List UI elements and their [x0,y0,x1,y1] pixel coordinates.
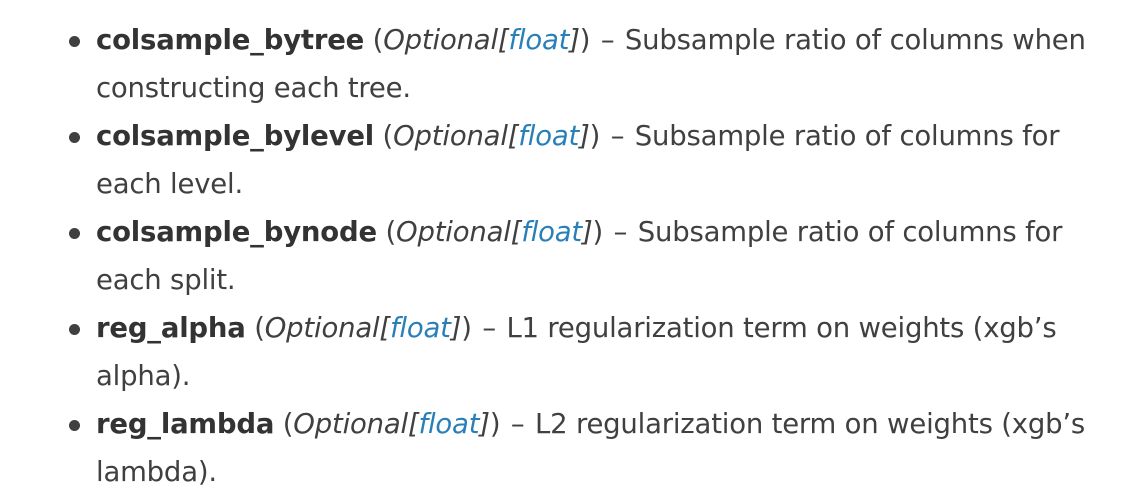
param-optional-type: Optional [293,408,408,440]
param-name: reg_alpha [96,312,246,344]
bullet-icon [69,132,80,143]
param-optional-type: Optional [393,120,508,152]
separator-dash: – [610,120,625,152]
param-colsample-bylevel: colsample_bylevel (Optional[float]) – Su… [69,112,1132,208]
param-colsample-bynode: colsample_bynode (Optional[float]) – Sub… [69,208,1132,304]
bullet-icon [69,324,80,335]
float-type-link[interactable]: float [521,216,582,248]
float-type-link[interactable]: float [389,312,451,344]
bullet-icon [69,228,80,239]
param-description: Subsample ratio of columns when construc… [96,24,1086,104]
param-name: reg_lambda [96,408,275,440]
param-colsample-bytree: colsample_bytree (Optional[float]) – Sub… [69,16,1132,112]
param-optional-type: Optional [264,312,380,344]
param-reg-alpha: reg_alpha (Optional[float]) – L1 regular… [69,304,1132,400]
param-optional-type: Optional [396,216,511,248]
param-name: colsample_bytree [96,24,365,56]
separator-dash: – [510,408,525,440]
float-type-link[interactable]: float [508,24,570,56]
separator-dash: – [482,312,496,344]
float-type-link[interactable]: float [518,120,580,152]
param-description: Subsample ratio of columns for each leve… [96,120,1060,200]
bullet-icon [69,36,80,47]
param-optional-type: Optional [383,24,498,56]
float-type-link[interactable]: float [418,408,480,440]
separator-dash: – [600,24,615,56]
param-name: colsample_bylevel [96,120,375,152]
param-name: colsample_bynode [96,216,377,248]
param-description: L1 regularization term on weights (xgb’s… [96,312,1057,392]
param-reg-lambda: reg_lambda (Optional[float]) – L2 regula… [69,400,1132,496]
param-description: L2 regularization term on weights (xgb’s… [96,408,1086,488]
separator-dash: – [613,216,628,248]
parameter-list: colsample_bytree (Optional[float]) – Sub… [69,16,1132,496]
param-description: Subsample ratio of columns for each spli… [96,216,1063,296]
bullet-icon [69,420,80,431]
